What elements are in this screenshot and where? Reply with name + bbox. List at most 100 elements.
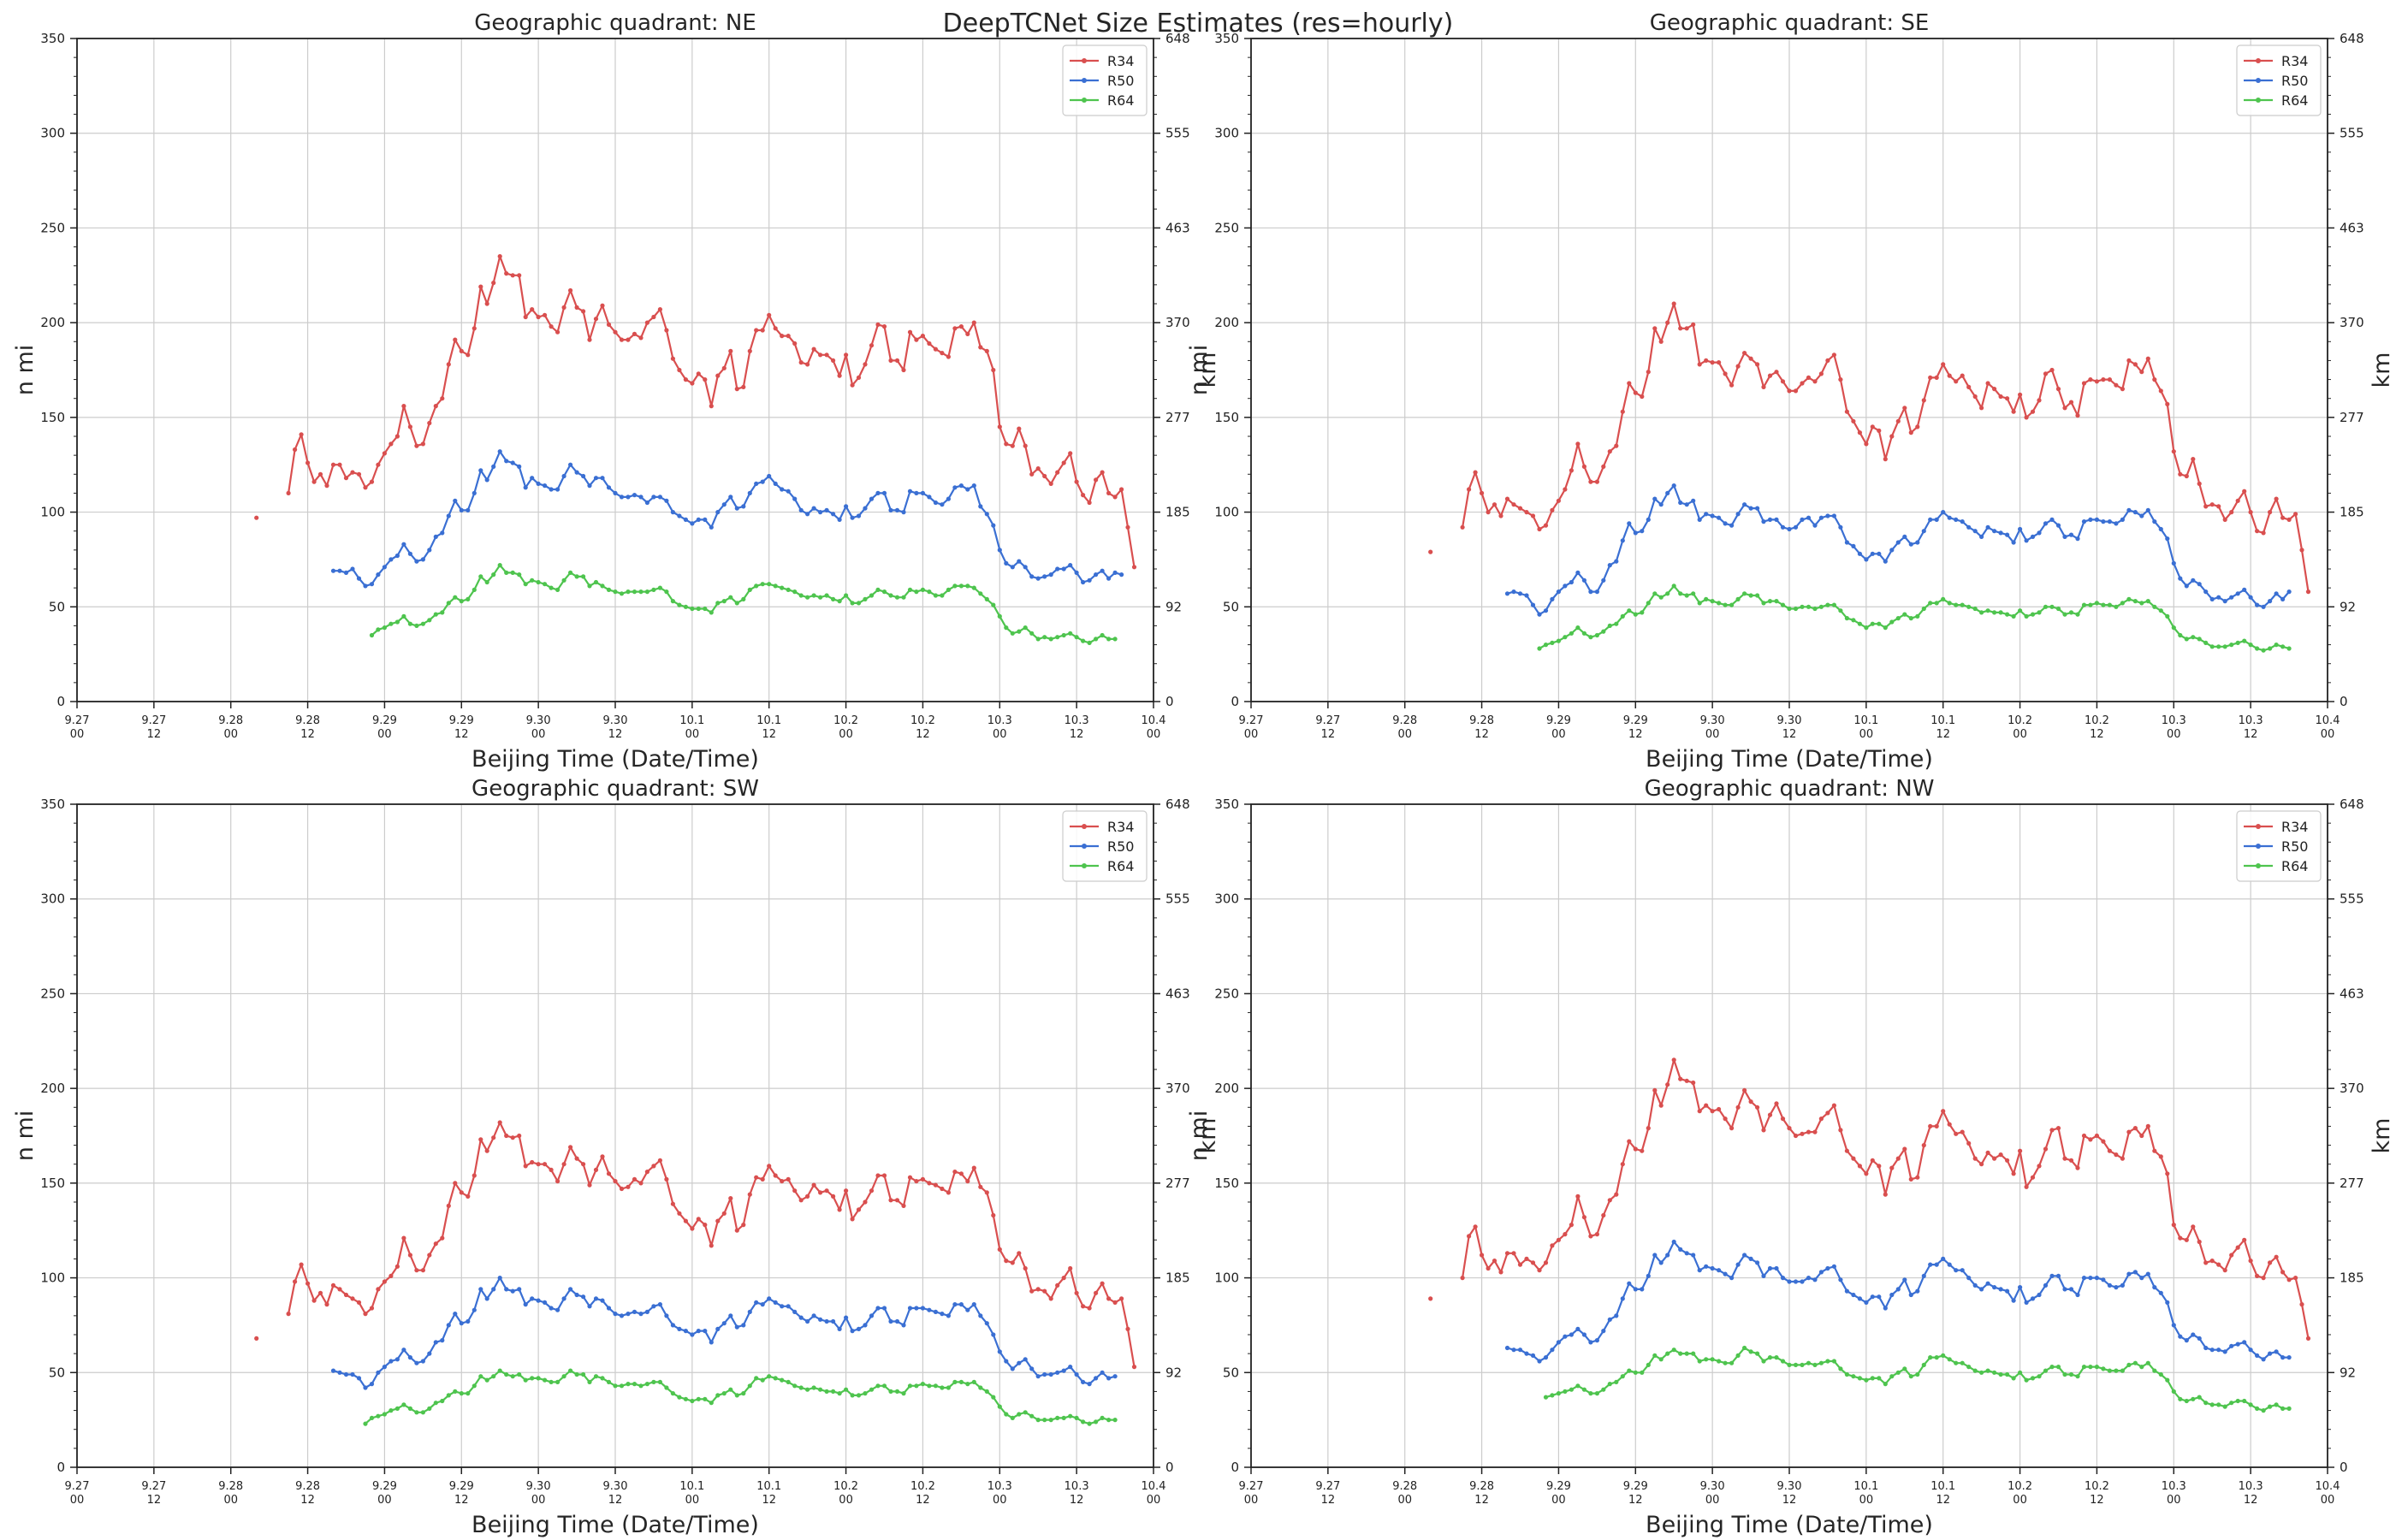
- data-point: [2024, 1377, 2029, 1383]
- x-axis-label: Beijing Time (Date/Time): [1646, 1512, 1933, 1538]
- x-tick-label-hour: 00: [1705, 728, 1720, 741]
- data-point: [2203, 1260, 2209, 1265]
- data-point: [657, 585, 663, 590]
- data-point: [894, 1318, 900, 1324]
- data-point: [2184, 1398, 2189, 1404]
- data-point: [517, 1371, 522, 1377]
- data-point: [1883, 559, 1888, 564]
- x-tick-label-hour: 12: [147, 728, 162, 741]
- legend-swatch-marker: [2256, 863, 2261, 868]
- data-point: [1074, 1290, 1079, 1295]
- data-point: [363, 1385, 368, 1390]
- data-point: [1908, 430, 1913, 435]
- data-point: [638, 589, 643, 595]
- data-point: [1979, 406, 1984, 411]
- data-point: [394, 1264, 400, 1269]
- data-point: [1735, 1105, 1741, 1110]
- data-point: [651, 1164, 656, 1169]
- y2-tick-label: 92: [2340, 599, 2356, 614]
- data-point: [1029, 574, 1035, 579]
- data-point: [530, 578, 535, 583]
- data-point: [1787, 1126, 1792, 1131]
- data-point: [1717, 1359, 1722, 1364]
- data-point: [709, 1340, 714, 1345]
- data-point: [805, 1194, 810, 1199]
- data-point: [600, 1154, 605, 1159]
- data-point: [644, 320, 650, 325]
- data-point: [1112, 1374, 1118, 1379]
- data-point: [2286, 589, 2292, 595]
- data-point: [440, 610, 445, 615]
- data-point: [478, 284, 483, 289]
- data-point: [2120, 1282, 2125, 1288]
- data-point: [734, 1393, 739, 1398]
- data-point: [1048, 1296, 1053, 1301]
- data-point: [837, 1326, 842, 1331]
- data-point: [881, 1306, 887, 1311]
- data-point: [343, 476, 349, 481]
- data-point: [2139, 1133, 2144, 1139]
- data-point: [420, 1410, 425, 1415]
- data-point: [805, 512, 810, 517]
- data-point: [1517, 591, 1523, 596]
- data-point: [1742, 1087, 1747, 1093]
- data-point: [581, 1162, 586, 1167]
- data-point: [478, 1287, 483, 1292]
- data-point: [2145, 356, 2150, 361]
- data-point: [863, 1199, 868, 1205]
- data-point: [824, 507, 829, 513]
- data-point: [1851, 418, 1856, 424]
- data-point: [664, 328, 669, 333]
- data-point: [574, 1371, 579, 1377]
- data-point: [798, 360, 804, 365]
- data-point: [837, 517, 842, 523]
- data-point: [1979, 1162, 1984, 1167]
- data-point: [356, 576, 362, 581]
- data-point: [1614, 621, 1619, 626]
- data-point: [1844, 616, 1849, 621]
- data-point: [850, 515, 855, 520]
- data-point: [2139, 370, 2144, 375]
- data-point: [1838, 608, 1843, 613]
- data-point: [2018, 1370, 2023, 1375]
- data-point: [1902, 612, 1907, 617]
- data-point: [1671, 1239, 1676, 1245]
- data-point: [343, 570, 349, 576]
- data-point: [1684, 593, 1689, 598]
- x-tick-label-date: 10.3: [2162, 1480, 2186, 1493]
- data-point: [337, 1287, 342, 1292]
- x-tick-label-date: 9.27: [1239, 1480, 1264, 1493]
- data-point: [433, 534, 438, 540]
- data-point: [2126, 1129, 2132, 1134]
- data-point: [1614, 443, 1619, 448]
- data-point: [1581, 1387, 1586, 1392]
- subplot-2: 0501001502002503003500921852773704635556…: [1186, 10, 2395, 773]
- data-point: [2242, 1237, 2247, 1242]
- data-point: [2011, 540, 2016, 545]
- data-point: [1504, 591, 1510, 596]
- data-point: [2248, 1348, 2253, 1353]
- x-tick-label-hour: 00: [2321, 1494, 2335, 1507]
- data-point: [356, 1300, 362, 1305]
- data-point: [613, 1179, 618, 1184]
- data-point: [651, 587, 656, 593]
- data-point: [1735, 364, 1741, 369]
- data-point: [394, 434, 400, 439]
- data-point: [453, 498, 458, 503]
- data-point: [946, 1190, 951, 1195]
- data-point: [1094, 1419, 1099, 1424]
- data-point: [2024, 1184, 2029, 1189]
- data-point: [1563, 583, 1568, 589]
- y2-axis-label: km: [1195, 352, 1221, 388]
- data-point: [2255, 1273, 2260, 1278]
- data-point: [536, 1376, 541, 1381]
- data-point: [2229, 510, 2234, 515]
- data-point: [677, 1395, 682, 1400]
- data-point: [1921, 398, 1926, 403]
- data-point: [1883, 625, 1888, 631]
- data-point: [1017, 1412, 1022, 1417]
- data-point: [1671, 1348, 1676, 1353]
- data-point: [2286, 1355, 2292, 1360]
- data-point: [991, 1212, 996, 1218]
